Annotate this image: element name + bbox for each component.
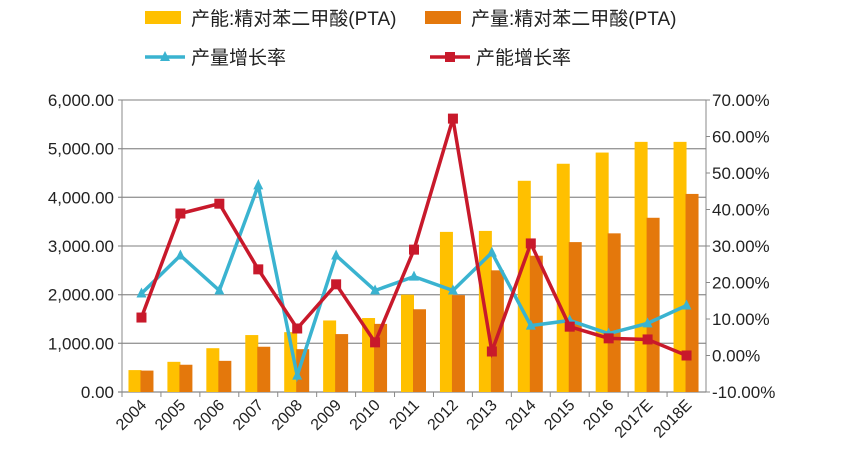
x-tick-label: 2004 xyxy=(113,397,150,434)
right-tick-label: -10.00% xyxy=(712,383,775,402)
production-bar xyxy=(140,370,154,392)
production-growth-marker xyxy=(409,270,419,281)
production-bar xyxy=(179,364,193,392)
capacity-growth-marker xyxy=(681,350,692,361)
production-growth-marker xyxy=(253,179,264,190)
capacity-bar xyxy=(206,348,220,392)
left-tick-label: 2,000.00 xyxy=(48,286,114,305)
capacity-bar xyxy=(128,370,142,392)
left-tick-label: 1,000.00 xyxy=(48,334,114,353)
capacity-growth-marker xyxy=(642,334,653,345)
x-tick-label: 2006 xyxy=(191,397,228,434)
production-bar xyxy=(335,334,349,392)
left-tick-label: 4,000.00 xyxy=(48,188,114,207)
capacity-bar xyxy=(323,320,337,392)
production-growth-marker xyxy=(642,317,653,328)
right-tick-label: 30.00% xyxy=(712,237,770,256)
right-tick-label: 10.00% xyxy=(712,310,770,329)
legend-label: 产能增长率 xyxy=(476,47,571,69)
production-bar xyxy=(646,217,660,392)
capacity-growth-marker xyxy=(136,312,147,323)
legend-swatch xyxy=(425,11,461,24)
x-tick-label: 2005 xyxy=(152,397,189,434)
production-growth-marker xyxy=(370,284,381,295)
capacity-bar xyxy=(167,361,181,392)
production-growth-marker xyxy=(175,249,186,260)
capacity-growth-marker xyxy=(486,346,497,357)
capacity-bar xyxy=(556,163,570,392)
x-tick-label: 2010 xyxy=(347,397,384,434)
x-tick-label: 2007 xyxy=(230,397,267,434)
production-growth-marker xyxy=(525,319,536,330)
right-tick-label: 0.00% xyxy=(712,347,760,366)
capacity-growth-marker xyxy=(175,208,186,219)
left-tick-label: 5,000.00 xyxy=(48,140,114,159)
capacity-bar xyxy=(673,141,687,392)
right-tick-label: 50.00% xyxy=(712,164,770,183)
capacity-growth-marker xyxy=(409,244,419,255)
production-bar xyxy=(685,193,699,392)
x-tick-label: 2017E xyxy=(612,397,657,442)
capacity-bar xyxy=(439,231,453,392)
x-tick-label: 2009 xyxy=(308,397,345,434)
production-bar xyxy=(218,360,232,392)
capacity-growth-marker xyxy=(331,279,342,290)
capacity-growth-marker xyxy=(447,113,458,124)
legend-marker xyxy=(445,52,455,62)
capacity-bar xyxy=(517,180,531,392)
left-tick-label: 3,000.00 xyxy=(48,237,114,256)
production-growth-marker xyxy=(136,287,147,298)
right-tick-label: 60.00% xyxy=(712,128,770,147)
legend-swatch xyxy=(145,11,181,24)
x-tick-label: 2014 xyxy=(502,397,539,434)
left-tick-label: 0.00 xyxy=(81,383,114,402)
right-tick-label: 40.00% xyxy=(712,201,770,220)
x-tick-label: 2011 xyxy=(386,397,422,433)
capacity-bar xyxy=(634,141,648,392)
capacity-bar xyxy=(362,318,376,392)
production-growth-marker xyxy=(486,246,497,257)
production-bar xyxy=(257,346,271,392)
production-bar xyxy=(296,349,310,392)
production-bar xyxy=(607,233,621,392)
right-tick-label: 70.00% xyxy=(712,91,770,110)
legend-marker xyxy=(160,51,170,61)
capacity-growth-marker xyxy=(525,238,536,249)
left-tick-label: 6,000.00 xyxy=(48,91,114,110)
legend-label: 产量增长率 xyxy=(191,47,286,69)
capacity-growth-marker xyxy=(253,264,264,275)
production-bar xyxy=(413,309,426,392)
capacity-bar xyxy=(595,152,609,392)
capacity-growth-marker xyxy=(564,321,575,332)
production-growth-marker xyxy=(681,299,692,310)
x-tick-label: 2015 xyxy=(541,397,578,434)
x-tick-label: 2018E xyxy=(651,397,696,442)
x-tick-label: 2008 xyxy=(269,397,306,434)
production-bar xyxy=(451,295,465,392)
capacity-growth-marker xyxy=(603,333,614,344)
production-growth-marker xyxy=(331,249,342,260)
production-growth-marker xyxy=(214,284,225,295)
capacity-growth-marker xyxy=(292,323,303,334)
production-growth-marker xyxy=(292,369,303,380)
capacity-growth-marker xyxy=(370,337,381,348)
production-growth-marker xyxy=(447,284,458,295)
legend-label: 产能:精对苯二甲酸(PTA) xyxy=(191,8,396,30)
legend-label: 产量:精对苯二甲酸(PTA) xyxy=(471,8,676,30)
right-tick-label: 20.00% xyxy=(712,274,770,293)
capacity-bar xyxy=(245,335,259,392)
x-tick-label: 2012 xyxy=(425,397,462,434)
production-bar xyxy=(374,323,388,392)
production-bar xyxy=(568,242,582,392)
capacity-bar xyxy=(401,294,414,392)
capacity-growth-marker xyxy=(214,198,225,209)
x-tick-label: 2013 xyxy=(464,397,501,434)
